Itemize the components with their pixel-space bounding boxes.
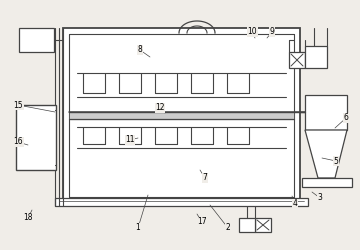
Bar: [239, 218, 255, 232]
Text: 16: 16: [13, 138, 23, 146]
Bar: [69, 112, 294, 119]
Bar: [63, 28, 300, 203]
Bar: [289, 52, 305, 68]
Text: 5: 5: [334, 156, 338, 166]
Bar: [302, 178, 352, 187]
Text: 2: 2: [226, 224, 230, 232]
Bar: [305, 95, 347, 130]
Text: 8: 8: [138, 46, 142, 54]
Bar: [19, 28, 54, 52]
Text: 6: 6: [343, 114, 348, 122]
Polygon shape: [305, 130, 347, 178]
Text: 1: 1: [136, 224, 140, 232]
Text: 3: 3: [318, 194, 323, 202]
Text: 10: 10: [247, 28, 257, 36]
Text: 18: 18: [23, 214, 33, 222]
Text: 12: 12: [155, 104, 165, 112]
Bar: [16, 105, 56, 170]
Text: 17: 17: [197, 218, 207, 226]
Text: 15: 15: [13, 100, 23, 110]
Bar: [305, 46, 327, 68]
Text: 9: 9: [270, 28, 274, 36]
Bar: [255, 218, 271, 232]
Bar: [55, 198, 308, 206]
Text: 11: 11: [125, 136, 135, 144]
Text: 4: 4: [293, 200, 297, 208]
Text: 7: 7: [203, 174, 207, 182]
